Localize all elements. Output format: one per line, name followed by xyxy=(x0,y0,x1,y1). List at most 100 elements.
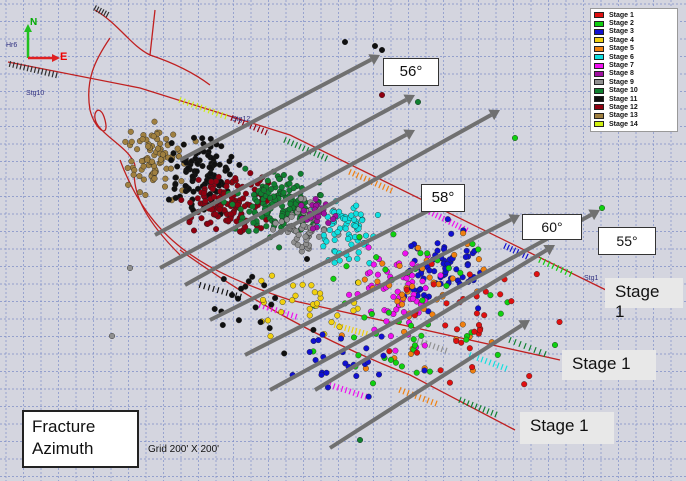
legend-swatch xyxy=(594,54,604,61)
stage-band xyxy=(494,411,498,418)
well-label-stg1: Stg1 xyxy=(584,275,599,282)
azimuth-arrow-shaft xyxy=(184,113,493,287)
seismic-event xyxy=(226,171,233,178)
seismic-event xyxy=(242,165,249,172)
azimuth-arrows xyxy=(154,54,600,450)
seismic-event xyxy=(249,273,256,280)
seismic-event xyxy=(182,182,189,189)
seismic-event xyxy=(310,326,317,333)
microseismic-events xyxy=(108,39,606,444)
seismic-event xyxy=(302,233,309,240)
seismic-event xyxy=(521,381,528,388)
seismic-event xyxy=(228,292,235,299)
stage-band xyxy=(476,354,480,362)
seismic-event xyxy=(355,249,362,256)
stage-band xyxy=(486,408,490,415)
wellbore-path xyxy=(94,9,156,56)
seismic-event xyxy=(300,207,307,214)
seismic-event xyxy=(383,318,390,325)
stage-band xyxy=(316,152,321,158)
seismic-event xyxy=(130,171,137,178)
seismic-event xyxy=(342,225,349,232)
seismic-event xyxy=(422,285,429,292)
seismic-event xyxy=(448,230,455,237)
stage-band xyxy=(402,388,406,395)
seismic-event xyxy=(320,243,327,250)
stage-band xyxy=(351,170,356,177)
seismic-event xyxy=(297,195,304,202)
seismic-event xyxy=(343,263,350,270)
seismic-event xyxy=(370,261,377,268)
stage-band xyxy=(538,257,542,263)
seismic-event xyxy=(228,153,235,160)
seismic-event xyxy=(260,296,267,303)
stage-band xyxy=(15,62,19,69)
stage-band xyxy=(420,339,424,346)
seismic-event xyxy=(219,322,226,329)
seismic-event xyxy=(216,206,223,213)
seismic-event xyxy=(136,173,143,180)
seismic-event xyxy=(295,231,302,238)
stage-band xyxy=(8,60,12,68)
seismic-event xyxy=(466,271,473,278)
seismic-event xyxy=(184,165,191,172)
stage-band xyxy=(294,313,298,320)
legend-swatch xyxy=(594,20,604,27)
seismic-event xyxy=(394,298,401,305)
stage-band xyxy=(348,169,352,175)
stage-band xyxy=(55,72,58,79)
seismic-event xyxy=(311,289,318,296)
seismic-event xyxy=(457,269,464,276)
azimuth-arrowhead-icon xyxy=(403,94,415,105)
stage-band xyxy=(178,96,182,104)
seismic-event xyxy=(314,300,321,307)
seismic-event xyxy=(330,275,337,282)
seismic-event xyxy=(330,216,337,223)
seismic-event xyxy=(398,363,405,370)
stage-band xyxy=(215,110,220,117)
legend-label: Stage 4 xyxy=(609,36,634,44)
seismic-event xyxy=(403,275,410,282)
stage-band xyxy=(260,127,265,134)
seismic-event xyxy=(122,138,129,145)
seismic-event xyxy=(382,266,389,273)
stage-band xyxy=(432,343,436,350)
seismic-event xyxy=(294,241,301,248)
stage-band xyxy=(286,138,291,145)
seismic-event xyxy=(211,306,218,313)
seismic-event xyxy=(189,173,196,180)
seismic-event xyxy=(487,292,494,299)
stage-band xyxy=(504,365,508,372)
seismic-event xyxy=(466,345,473,352)
seismic-event xyxy=(359,217,366,224)
azimuth-arrow-shaft xyxy=(328,323,523,450)
seismic-event xyxy=(380,352,387,359)
seismic-event xyxy=(237,206,244,213)
seismic-event xyxy=(363,345,370,352)
seismic-event xyxy=(414,349,421,356)
east-arrow-icon xyxy=(52,54,60,62)
seismic-event xyxy=(378,333,385,340)
seismic-event xyxy=(410,336,417,343)
stage-band xyxy=(359,174,364,180)
legend-label: Stage 11 xyxy=(609,95,638,103)
seismic-event xyxy=(312,196,319,203)
seismic-event xyxy=(497,310,504,317)
stage-band xyxy=(478,404,482,412)
seismic-event xyxy=(194,195,201,202)
seismic-event xyxy=(321,210,328,217)
seismic-event xyxy=(396,262,403,269)
stage-band xyxy=(51,71,55,78)
legend-entry: Stage 13 xyxy=(594,112,674,120)
seismic-event xyxy=(326,226,333,233)
fracture-azimuth-title: Fracture Azimuth xyxy=(22,410,139,468)
seismic-event xyxy=(245,278,252,285)
seismic-event xyxy=(264,317,271,324)
seismic-event xyxy=(258,225,265,232)
stage-band xyxy=(512,247,517,254)
stage-band xyxy=(509,246,514,252)
seismic-event xyxy=(140,163,147,170)
stage-band xyxy=(12,61,15,68)
seismic-event xyxy=(453,338,460,345)
seismic-event xyxy=(276,175,283,182)
